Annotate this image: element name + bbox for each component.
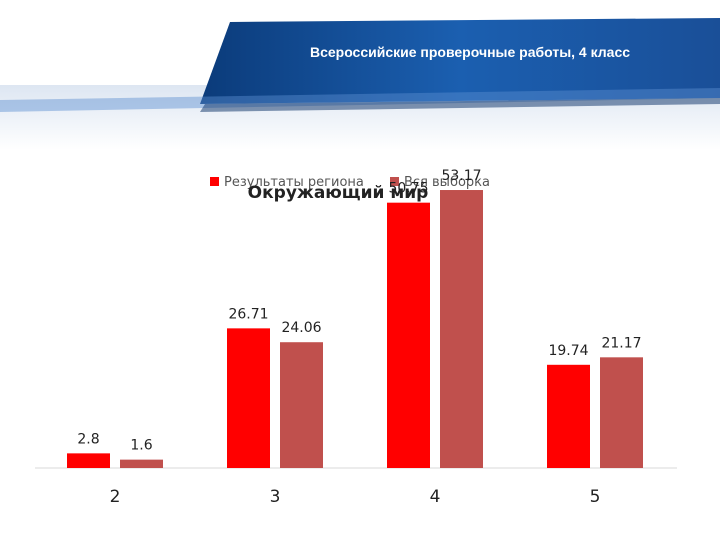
chart-legend: Результаты региона Вся выборка — [210, 175, 490, 190]
bars-layer — [67, 190, 643, 469]
data-label-2-series-1: 2.8 — [77, 431, 99, 447]
data-labels-layer: 2.8 1.6 26.71 24.06 50.75 53.17 19.74 21.17 — [77, 168, 641, 454]
x-tick-label-5: 5 — [590, 487, 601, 507]
legend-label-1: Результаты региона — [224, 175, 364, 190]
legend-label-2: Вся выборка — [404, 175, 490, 190]
x-tick-labels-layer: 2 3 4 5 — [110, 487, 601, 507]
data-label-3-series-1: 26.71 — [228, 306, 268, 322]
bar-3-series-1 — [227, 328, 270, 468]
bar-3-series-2 — [280, 342, 323, 468]
bar-2-series-2 — [120, 459, 163, 468]
bar-5-series-1 — [547, 364, 590, 468]
x-tick-label-4: 4 — [430, 487, 441, 507]
data-label-4-series-1: 50.75 — [388, 181, 428, 197]
data-label-2-series-2: 1.6 — [130, 438, 152, 454]
legend-swatch-1 — [210, 177, 219, 186]
data-label-5-series-2: 21.17 — [601, 335, 641, 351]
bar-4-series-2 — [440, 190, 483, 469]
data-label-5-series-1: 19.74 — [548, 343, 588, 359]
bar-2-series-1 — [67, 453, 110, 468]
bar-5-series-2 — [600, 357, 643, 468]
header-banner — [0, 18, 720, 150]
data-label-3-series-2: 24.06 — [281, 320, 321, 336]
data-label-4-series-2: 53.17 — [441, 168, 481, 184]
bar-4-series-1 — [387, 202, 430, 468]
chart-title: Окружающий мир — [248, 183, 429, 203]
x-tick-label-3: 3 — [270, 487, 281, 507]
x-tick-label-2: 2 — [110, 487, 121, 507]
bar-chart: Результаты региона Вся выборка Окружающий… — [35, 168, 677, 507]
legend-swatch-2 — [390, 177, 399, 186]
page-title: Всероссийские проверочные работы, 4 клас… — [309, 44, 631, 60]
